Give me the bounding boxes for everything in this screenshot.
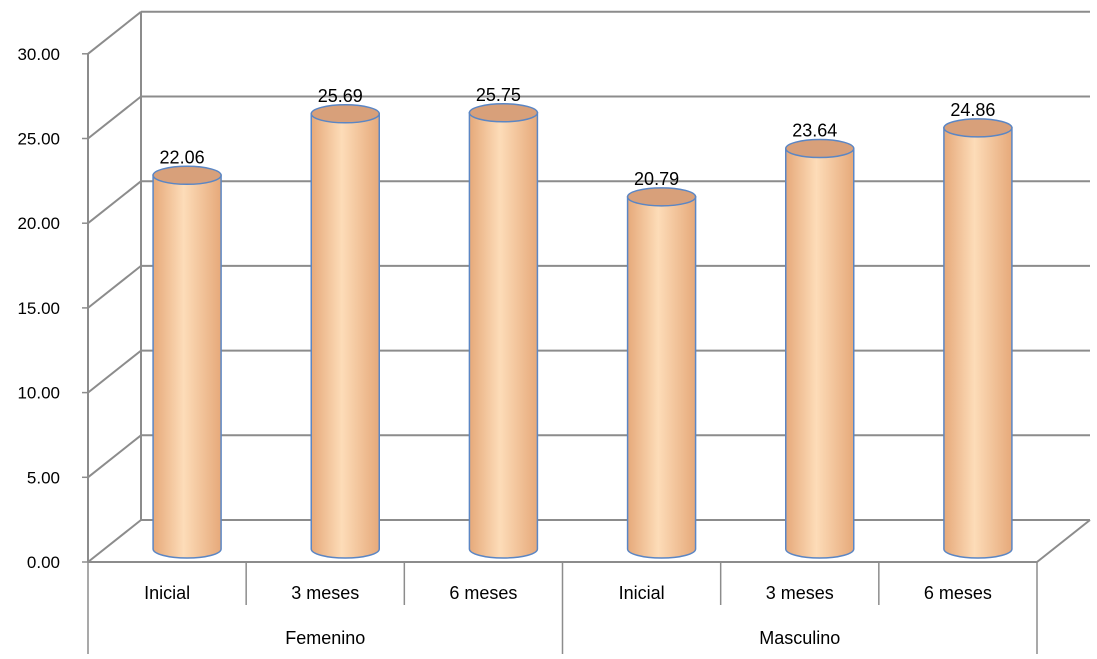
- gridline-diagonal: [87, 11, 142, 55]
- gridline-diagonal: [87, 180, 142, 224]
- x-category-label: Inicial: [144, 583, 190, 603]
- bar-top: [626, 187, 697, 207]
- bar-top: [152, 165, 222, 186]
- bar-body: [468, 112, 539, 559]
- data-label: 25.69: [318, 86, 363, 106]
- bar: [152, 165, 222, 559]
- data-label: 23.64: [792, 121, 837, 141]
- y-tick-label: 10.00: [17, 384, 60, 403]
- data-label: 25.75: [476, 85, 521, 105]
- bar-body: [785, 147, 855, 559]
- y-tick-label: 15.00: [17, 299, 60, 318]
- y-tick-label: 5.00: [27, 468, 60, 487]
- y-tick-label: 0.00: [27, 553, 60, 572]
- x-category-label: 3 meses: [291, 583, 359, 603]
- bars-layer: [152, 103, 1013, 559]
- gridline-diagonal: [87, 265, 142, 309]
- data-label: 20.79: [634, 169, 679, 189]
- bar-top: [785, 138, 855, 159]
- bar-body: [626, 196, 697, 559]
- x-category-label: Inicial: [619, 583, 665, 603]
- gridline-diagonal: [87, 349, 142, 394]
- bar: [943, 118, 1013, 559]
- x-category-label: 6 meses: [449, 583, 517, 603]
- x-category-label: 3 meses: [766, 583, 834, 603]
- bar: [785, 138, 855, 559]
- y-tick-label: 30.00: [17, 45, 60, 64]
- gridline-diagonal: [87, 519, 142, 563]
- data-label: 24.86: [950, 100, 995, 120]
- bar-top: [310, 104, 380, 124]
- floor-edge: [1036, 519, 1091, 563]
- bar: [468, 103, 539, 559]
- bar-top: [943, 118, 1013, 138]
- y-tick-label: 20.00: [17, 214, 60, 233]
- x-group-label: Femenino: [285, 628, 365, 648]
- bar-top: [468, 103, 539, 123]
- bar-body: [310, 113, 380, 559]
- x-category-label: 6 meses: [924, 583, 992, 603]
- bar: [626, 187, 697, 559]
- bar-body: [943, 127, 1013, 559]
- bar-body: [152, 174, 222, 559]
- x-group-label: Masculino: [759, 628, 840, 648]
- labels-layer: 0.00 5.00 10.00 15.00 20.00 25.00 30.00 Inicial…: [17, 45, 995, 648]
- y-tick-label: 25.00: [17, 130, 60, 149]
- axes-layer: [82, 10, 1091, 654]
- data-label: 22.06: [160, 147, 205, 167]
- gridline-diagonal: [87, 95, 142, 140]
- bar: [310, 104, 380, 559]
- gridline-diagonal: [87, 434, 142, 479]
